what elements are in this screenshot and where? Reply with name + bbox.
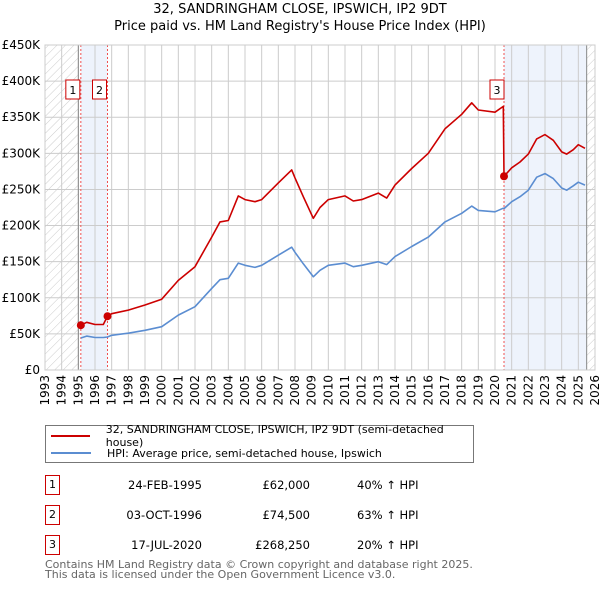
sale-row: 2 03-OCT-1996 £74,500 63% ↑ HPI — [45, 505, 545, 525]
sale-hpi-diff: 40% ↑ HPI — [357, 478, 419, 492]
legend-swatch-blue — [51, 452, 91, 454]
chart-title: 32, SANDRINGHAM CLOSE, IPSWICH, IP2 9DT — [153, 2, 447, 17]
x-tick-label: 2023 — [538, 375, 552, 406]
y-tick-label: £400K — [2, 74, 42, 88]
sale-label-box — [489, 79, 505, 100]
y-tick-label: £100K — [2, 291, 42, 305]
footer: Contains HM Land Registry data © Crown c… — [45, 558, 473, 581]
x-tick-label: 2013 — [371, 375, 385, 406]
plot-border — [44, 44, 596, 371]
y-tick-label: £200K — [2, 219, 42, 233]
x-tick-label: 2004 — [221, 375, 235, 406]
sale-point — [103, 312, 112, 321]
sale-date: 24-FEB-1995 — [128, 478, 202, 492]
x-tick-label: 2001 — [171, 375, 185, 406]
chart-legend: 32, SANDRINGHAM CLOSE, IPSWICH, IP2 9DT … — [45, 423, 474, 463]
x-tick-label: 2012 — [355, 375, 369, 406]
sale-hpi-diff: 63% ↑ HPI — [357, 508, 419, 522]
x-tick-label: 1994 — [55, 375, 69, 406]
sale-date: 17-JUL-2020 — [131, 538, 202, 552]
legend-item-property: 32, SANDRINGHAM CLOSE, IPSWICH, IP2 9DT … — [46, 423, 473, 449]
legend-label: HPI: Average price, semi-detached house,… — [107, 446, 382, 460]
y-tick-label: £0 — [25, 363, 40, 377]
legend-swatch-red — [51, 435, 90, 437]
footer-copyright: Contains HM Land Registry data © Crown c… — [45, 558, 473, 571]
sale-row: 1 24-FEB-1995 £62,000 40% ↑ HPI — [45, 475, 545, 495]
x-tick-label: 2008 — [288, 375, 302, 406]
sale-row: 3 17-JUL-2020 £268,250 20% ↑ HPI — [45, 535, 545, 555]
x-tick-label: 2021 — [505, 375, 519, 406]
x-tick-label: 2000 — [155, 375, 169, 406]
x-tick-label: 2017 — [438, 375, 452, 406]
sale-label-number: 1 — [69, 84, 76, 97]
sale-marker: 2 — [45, 505, 60, 525]
sale-label-number: 2 — [96, 84, 103, 97]
x-tick-label: 2016 — [421, 375, 435, 406]
sale-label-box — [65, 79, 81, 100]
price-chart: 1993 1994 1995 1996 1997 1998 1999 2000 2001 2002… — [2, 38, 600, 406]
sale-price: £74,500 — [262, 508, 310, 522]
x-tick-label: 2020 — [488, 375, 502, 406]
y-tick-label: £450K — [2, 38, 42, 52]
x-tick-label: 2018 — [455, 375, 469, 406]
sale-point — [500, 172, 508, 181]
chart-subtitle: Price paid vs. HM Land Registry's House … — [114, 19, 486, 34]
x-tick-label: 2024 — [555, 375, 569, 406]
sale-label-box — [92, 79, 107, 100]
x-tick-label: 2025 — [571, 375, 585, 406]
x-tick-label: 1996 — [88, 375, 102, 406]
x-tick-label: 2006 — [255, 375, 269, 406]
x-tick-label: 2022 — [521, 375, 535, 406]
y-tick-label: £50K — [9, 327, 41, 341]
sale-hpi-diff: 20% ↑ HPI — [357, 538, 419, 552]
legend-label: 32, SANDRINGHAM CLOSE, IPSWICH, IP2 9DT … — [105, 423, 444, 449]
y-tick-label: £150K — [2, 255, 42, 269]
y-tick-label: £300K — [2, 146, 42, 160]
y-tick-label: £250K — [2, 182, 42, 196]
y-tick-label: £350K — [2, 110, 42, 124]
x-tick-label: 2019 — [471, 375, 485, 406]
x-tick-label: 2002 — [188, 375, 202, 406]
sale-label: 1 — [65, 79, 81, 100]
x-tick-label: 2011 — [338, 375, 352, 406]
sale-label-number: 3 — [494, 84, 501, 97]
x-tick-label: 2005 — [238, 375, 252, 406]
x-tick-label: 1999 — [138, 375, 152, 406]
sale-label: 2 — [92, 79, 107, 100]
x-tick-label: 2007 — [271, 375, 285, 406]
hpi-line — [80, 172, 586, 339]
sale-marker: 3 — [45, 535, 60, 555]
no-data-region — [586, 45, 595, 370]
x-tick-label: 2009 — [305, 375, 319, 406]
footer-licence: This data is licensed under the Open Gov… — [45, 568, 396, 581]
x-tick-label: 1997 — [105, 375, 119, 406]
sale-label: 3 — [489, 79, 505, 100]
x-tick-label: 2010 — [321, 375, 335, 406]
x-tick-label: 2014 — [388, 375, 402, 406]
sale-point — [76, 321, 85, 330]
sale-price: £62,000 — [262, 478, 310, 492]
x-tick-label: 2015 — [405, 375, 419, 406]
sale-price: £268,250 — [255, 538, 310, 552]
legend-item-hpi: HPI: Average price, semi-detached house,… — [46, 445, 382, 461]
sale-date: 03-OCT-1996 — [126, 508, 202, 522]
x-tick-label: 1995 — [71, 375, 85, 406]
x-tick-label: 1998 — [121, 375, 135, 406]
x-tick-label: 2003 — [205, 375, 219, 406]
property-price-line — [80, 102, 586, 326]
x-tick-label: 1993 — [38, 375, 52, 406]
x-tick-label: 2026 — [588, 375, 600, 406]
sale-marker: 1 — [45, 475, 60, 495]
